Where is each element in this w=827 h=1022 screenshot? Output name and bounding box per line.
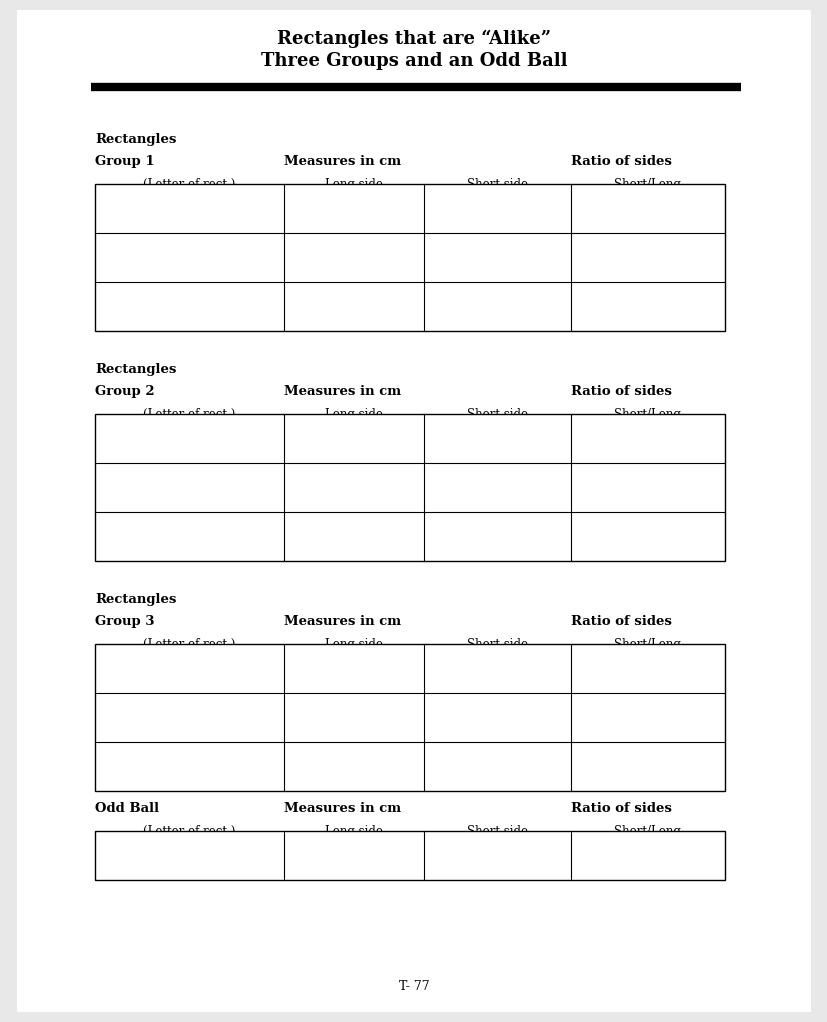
- Text: T- 77: T- 77: [399, 980, 428, 992]
- Text: Ratio of sides: Ratio of sides: [570, 155, 671, 169]
- Text: Long side: Long side: [324, 408, 382, 421]
- Text: Group 3: Group 3: [95, 615, 155, 629]
- Text: (Letter of rect.): (Letter of rect.): [143, 408, 236, 421]
- Text: Measures in cm: Measures in cm: [284, 802, 400, 816]
- Text: Three Groups and an Odd Ball: Three Groups and an Odd Ball: [261, 52, 566, 71]
- Text: Odd Ball: Odd Ball: [95, 802, 159, 816]
- Text: Group 2: Group 2: [95, 385, 155, 399]
- Bar: [95, 644, 724, 791]
- Text: Short side: Short side: [466, 408, 527, 421]
- Text: Short/Long: Short/Long: [614, 178, 680, 191]
- Text: Ratio of sides: Ratio of sides: [570, 615, 671, 629]
- Text: Short/Long: Short/Long: [614, 638, 680, 651]
- Text: Short side: Short side: [466, 178, 527, 191]
- Text: Long side: Long side: [324, 178, 382, 191]
- Text: Short side: Short side: [466, 825, 527, 838]
- Text: Rectangles: Rectangles: [95, 133, 176, 146]
- Text: Measures in cm: Measures in cm: [284, 615, 400, 629]
- Text: (Letter of rect.): (Letter of rect.): [143, 638, 236, 651]
- Text: Ratio of sides: Ratio of sides: [570, 802, 671, 816]
- Text: Rectangles: Rectangles: [95, 593, 176, 606]
- Text: Measures in cm: Measures in cm: [284, 385, 400, 399]
- Text: Group 1: Group 1: [95, 155, 155, 169]
- Text: Ratio of sides: Ratio of sides: [570, 385, 671, 399]
- Bar: [95, 414, 724, 561]
- Text: Measures in cm: Measures in cm: [284, 155, 400, 169]
- Text: Rectangles: Rectangles: [95, 363, 176, 376]
- Text: (Letter of rect.): (Letter of rect.): [143, 825, 236, 838]
- Bar: [95, 184, 724, 331]
- Bar: [95, 831, 724, 880]
- Text: Short/Long: Short/Long: [614, 825, 680, 838]
- Text: (Letter of rect.): (Letter of rect.): [143, 178, 236, 191]
- Text: Long side: Long side: [324, 825, 382, 838]
- Text: Short side: Short side: [466, 638, 527, 651]
- Text: Long side: Long side: [324, 638, 382, 651]
- Text: Rectangles that are “Alike”: Rectangles that are “Alike”: [276, 30, 551, 48]
- Text: Short/Long: Short/Long: [614, 408, 680, 421]
